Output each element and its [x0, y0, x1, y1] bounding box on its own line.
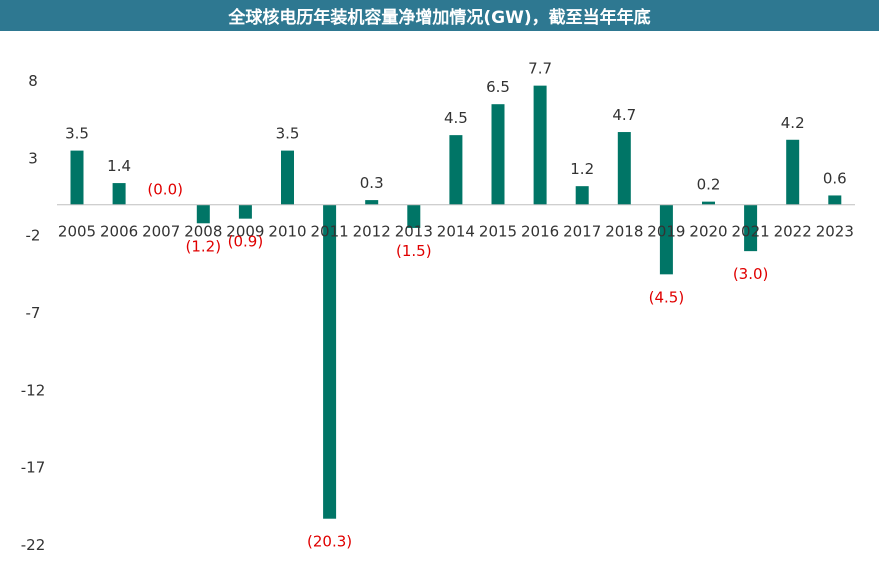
x-tick-label: 2021 — [732, 223, 770, 241]
chart-title: 全球核电历年装机容量净增加情况(GW)，截至当年年底 — [228, 8, 651, 28]
data-label: 4.2 — [781, 114, 805, 132]
data-label: 1.2 — [570, 160, 594, 178]
y-axis-ticks: 8 3 -2 -7 -12 -17 -22 — [21, 72, 46, 554]
data-label: 3.5 — [65, 125, 89, 143]
x-tick-label: 2010 — [268, 223, 306, 241]
x-tick-label: 2016 — [521, 223, 559, 241]
data-labels: 3.5 1.4 (0.0) (1.2) (0.9) 3.5 (20.3) 0.3 (1.5) 4.… — [65, 60, 847, 551]
y-tick-label: -7 — [26, 304, 41, 322]
bar — [281, 150, 294, 205]
x-tick-label: 2008 — [184, 223, 222, 241]
x-tick-label: 2011 — [311, 223, 349, 241]
bar — [70, 150, 84, 205]
x-tick-label: 2005 — [58, 223, 96, 241]
bar — [323, 204, 337, 519]
data-label: 4.5 — [444, 109, 468, 127]
data-label: (0.9) — [228, 233, 264, 251]
bar — [744, 204, 758, 252]
bar — [407, 204, 421, 228]
x-tick-label: 2018 — [605, 223, 643, 241]
x-tick-label: 2014 — [437, 223, 475, 241]
bar — [617, 132, 631, 205]
bars — [70, 85, 842, 519]
bar — [112, 183, 126, 205]
x-tick-label: 2012 — [353, 223, 391, 241]
data-label: 1.4 — [107, 157, 131, 175]
data-label: (0.0) — [147, 181, 183, 199]
x-tick-label: 2013 — [395, 223, 433, 241]
y-tick-label: -22 — [21, 536, 46, 554]
x-tick-label: 2007 — [142, 223, 180, 241]
bar — [533, 85, 547, 205]
data-label: (3.0) — [733, 265, 769, 283]
x-tick-label: 2017 — [563, 223, 601, 241]
data-label: (20.3) — [307, 533, 352, 551]
data-label: 3.5 — [276, 125, 300, 143]
bar — [238, 204, 252, 219]
x-tick-label: 2015 — [479, 223, 517, 241]
x-tick-label: 2009 — [226, 223, 264, 241]
y-tick-label: -12 — [21, 381, 46, 399]
y-tick-label: -2 — [26, 227, 41, 245]
data-label: 0.2 — [697, 176, 721, 194]
bar — [659, 204, 673, 275]
bar — [786, 139, 800, 205]
x-tick-label: 2020 — [689, 223, 727, 241]
bar — [575, 186, 589, 205]
bar — [196, 204, 210, 224]
bar — [449, 135, 463, 205]
data-label: 6.5 — [486, 78, 510, 96]
data-label: 0.6 — [823, 169, 847, 187]
x-tick-label: 2006 — [100, 223, 138, 241]
bar — [702, 201, 715, 205]
y-tick-label: -17 — [21, 459, 46, 477]
x-axis-ticks: 2005 2006 2007 2008 2009 2010 2011 2012 2013 2014… — [58, 223, 854, 241]
bar — [828, 195, 842, 205]
data-label: (1.2) — [186, 237, 222, 255]
data-label: (1.5) — [396, 242, 432, 260]
y-tick-label: 8 — [28, 72, 38, 90]
data-label: (4.5) — [649, 288, 685, 306]
data-label: 7.7 — [528, 60, 552, 78]
y-tick-label: 3 — [28, 149, 38, 167]
title-bar: 全球核电历年装机容量净增加情况(GW)，截至当年年底 — [0, 0, 879, 31]
x-tick-label: 2023 — [816, 223, 854, 241]
data-label: 0.3 — [360, 174, 384, 192]
x-tick-label: 2019 — [647, 223, 685, 241]
x-tick-label: 2022 — [774, 223, 812, 241]
bar — [491, 104, 505, 205]
data-label: 4.7 — [612, 106, 636, 124]
bar — [365, 200, 379, 205]
